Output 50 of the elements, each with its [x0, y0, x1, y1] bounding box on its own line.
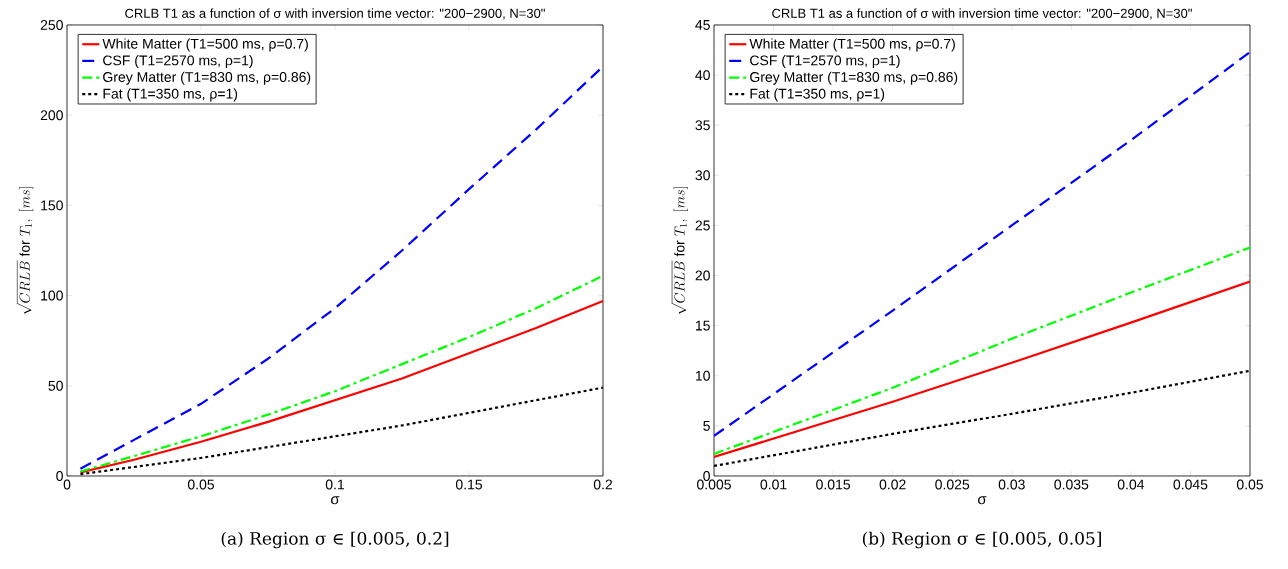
x-tick-label: 0.02 — [879, 479, 906, 490]
y-tick-label: 250 — [40, 20, 63, 30]
x-tick-label: 0.05 — [187, 479, 215, 490]
y-tick-label: 35 — [695, 120, 710, 131]
y-tick-label: 15 — [695, 320, 710, 331]
legend-label: Grey Matter (T1=830 ms, ρ=0.86) — [103, 71, 311, 85]
line-series — [714, 280, 1250, 459]
line-series — [714, 50, 1250, 437]
legend-label: Fat (T1=350 ms, ρ=1) — [103, 88, 238, 102]
x-tick-label: 0.035 — [1054, 479, 1089, 490]
x-tick-label: 0.2 — [593, 479, 613, 490]
y-axis-title: $\sqrt{CRLB}\ \mathrm{for}\ T_1,\ [ms]$ — [16, 187, 34, 315]
text: (b) Region σ ∈ [0.005, 0.05] — [862, 531, 1101, 549]
legend-label: Grey Matter (T1=830 ms, ρ=0.86) — [750, 71, 958, 85]
legend-label: White Matter (T1=500 ms, ρ=0.7) — [749, 38, 955, 52]
x-tick-label: 0.025 — [935, 479, 970, 490]
y-tick-label: 100 — [41, 290, 63, 301]
y-tick-label: 45 — [695, 20, 710, 30]
line-series — [714, 246, 1250, 456]
y-tick-label: 20 — [695, 270, 710, 281]
x-tick-label: 0.045 — [1173, 479, 1208, 490]
y-tick-label: 200 — [40, 110, 63, 121]
legend-label: Fat (T1=350 ms, ρ=1) — [750, 88, 885, 102]
x-tick-label: 0.01 — [760, 479, 787, 490]
text: (a) Region σ ∈ [0.005, 0.2] — [221, 531, 449, 549]
y-tick-label: 150 — [41, 200, 63, 211]
y-tick-label: 10 — [695, 370, 710, 381]
x-axis-title: σ — [331, 496, 340, 505]
x-tick-label: 0.03 — [998, 479, 1025, 490]
y-tick-label: 0 — [703, 471, 710, 481]
legend-label: White Matter (T1=500 ms, ρ=0.7) — [102, 38, 308, 52]
y-tick-label: 5 — [703, 420, 710, 431]
x-tick-label: 0.05 — [1236, 479, 1264, 490]
chart-title: CRLB T1 as a function of σ with inversion time vector: "200−2900, N=30" — [772, 8, 1192, 20]
y-tick-label: 0 — [56, 471, 63, 481]
legend-label: CSF (T1=2570 ms, ρ=1) — [750, 55, 900, 69]
x-tick-label: 0.1 — [325, 479, 345, 490]
y-axis-title: $\sqrt{CRLB}\ \mathrm{for}\ T_1,\ [ms]$ — [671, 187, 689, 315]
x-tick-label: 0.04 — [1117, 479, 1145, 490]
legend-label: CSF (T1=2570 ms, ρ=1) — [103, 55, 253, 69]
x-tick-label: 0.005 — [697, 479, 731, 490]
y-tick-label: 40 — [695, 70, 710, 81]
x-tick-label: 0 — [63, 479, 71, 490]
y-tick-label: 30 — [695, 170, 710, 181]
x-tick-label: 0.15 — [455, 479, 483, 490]
x-axis-title: σ — [978, 496, 987, 505]
y-tick-label: 25 — [695, 220, 710, 231]
y-tick-label: 50 — [48, 380, 63, 391]
chart-title: CRLB T1 as a function of σ with inversion time vector: "200−2900, N=30" — [125, 8, 545, 20]
x-tick-label: 0.015 — [816, 479, 851, 490]
